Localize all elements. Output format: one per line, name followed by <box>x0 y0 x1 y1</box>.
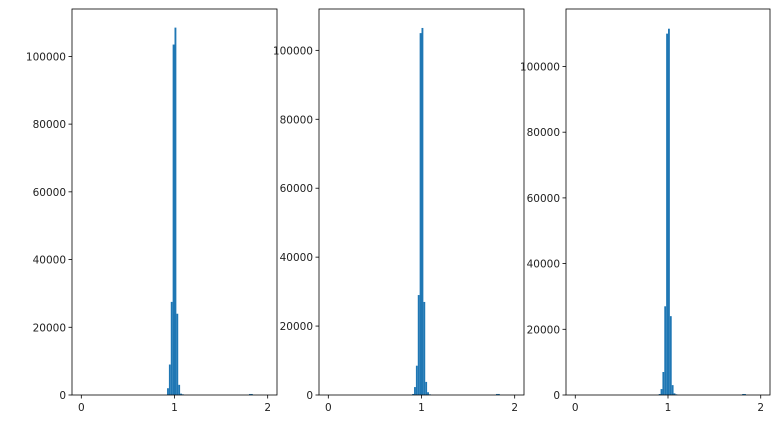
y-tick-label-2-2: 20000 <box>280 321 313 333</box>
histogram-bar-1-6 <box>176 313 179 395</box>
y-tick-label-3-3: 40000 <box>527 259 560 271</box>
x-tick-label-3-2: 1 <box>665 402 672 414</box>
histogram-bar-3-2 <box>660 389 663 395</box>
y-tick-label-3-1: 0 <box>553 390 560 402</box>
y-tick-label-2-6: 100000 <box>273 45 313 57</box>
histogram-bar-1-1 <box>167 388 169 395</box>
histogram-bar-1-11 <box>250 393 253 395</box>
histogram-bar-2-6 <box>421 27 424 396</box>
y-tick-label-3-5: 80000 <box>527 127 560 139</box>
x-tick-label-2-3: 2 <box>511 402 518 414</box>
histogram-bar-3-4 <box>664 306 667 395</box>
y-tick-label-2-1: 0 <box>306 390 313 402</box>
histogram-bar-3-7 <box>669 316 672 395</box>
y-tick-label-1-5: 80000 <box>33 119 66 131</box>
histogram-bar-2-4 <box>417 295 420 395</box>
histogram-bar-1-7 <box>178 384 181 395</box>
histogram-bar-2-5 <box>419 33 422 395</box>
histogram-bar-2-2 <box>414 387 416 395</box>
histogram-bar-1-2 <box>168 364 171 395</box>
histogram-bar-3-9 <box>673 393 676 395</box>
histogram-bar-3-11 <box>742 394 745 395</box>
y-tick-label-1-1: 0 <box>59 390 66 402</box>
histogram-bar-2-1 <box>412 393 415 395</box>
histogram-bar-1-5 <box>174 27 177 396</box>
histogram-bar-2-8 <box>425 381 428 395</box>
histogram-bar-2-3 <box>415 365 418 395</box>
histogram-bar-1-8 <box>180 393 182 395</box>
histogram-bar-2-9 <box>427 392 429 395</box>
histogram-bar-3-8 <box>671 385 674 395</box>
histogram-bar-3-3 <box>662 372 665 395</box>
y-tick-label-3-4: 60000 <box>527 193 560 205</box>
y-tick-label-2-4: 60000 <box>280 183 313 195</box>
histogram-bar-1-4 <box>172 44 175 395</box>
histogram-bar-2-11 <box>496 393 498 395</box>
histogram-bar-1-10 <box>249 393 251 395</box>
x-tick-label-2-2: 1 <box>418 402 425 414</box>
x-tick-label-3-3: 2 <box>757 402 764 414</box>
histogram-bar-2-7 <box>423 301 426 395</box>
y-tick-label-3-6: 100000 <box>520 61 560 73</box>
histogram-bar-3-5 <box>666 33 668 395</box>
histogram-bar-3-12 <box>744 394 746 395</box>
y-tick-label-1-6: 100000 <box>26 51 66 63</box>
y-tick-label-2-3: 40000 <box>280 252 313 264</box>
x-tick-label-1-3: 2 <box>264 402 271 414</box>
x-tick-label-2-1: 0 <box>325 402 332 414</box>
histogram-bar-2-12 <box>497 393 500 395</box>
histogram-bar-1-3 <box>170 301 173 395</box>
x-tick-label-1-1: 0 <box>78 402 85 414</box>
y-tick-label-1-2: 20000 <box>33 322 66 334</box>
y-tick-label-1-4: 60000 <box>33 187 66 199</box>
y-tick-label-2-5: 80000 <box>280 114 313 126</box>
y-tick-label-1-3: 40000 <box>33 255 66 267</box>
histogram-bar-3-6 <box>668 28 670 396</box>
y-tick-label-3-2: 20000 <box>527 324 560 336</box>
x-tick-label-3-1: 0 <box>572 402 579 414</box>
histogram-bar-3-1 <box>658 394 661 395</box>
x-tick-label-1-2: 1 <box>171 402 178 414</box>
